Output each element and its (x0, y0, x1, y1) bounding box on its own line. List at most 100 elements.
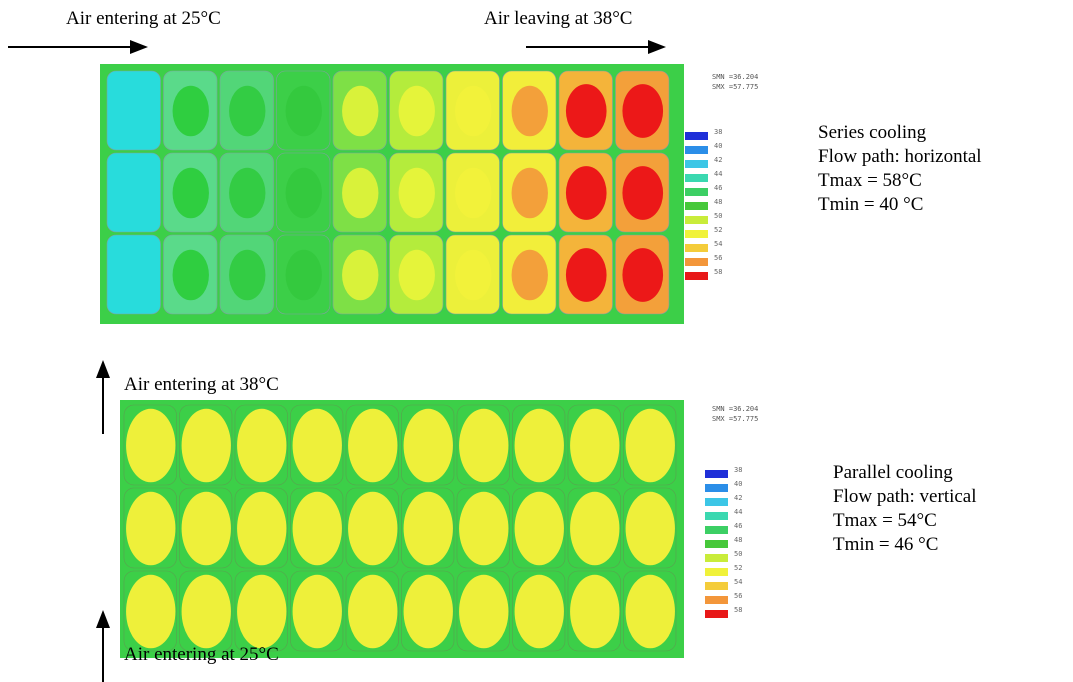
series-cell-hotspot (285, 167, 322, 219)
parallel-legend-swatch (705, 498, 728, 506)
parallel-legend-swatch (705, 540, 728, 548)
series-legend-entry: 40 (685, 142, 727, 156)
series-flow-path: Flow path: horizontal (818, 146, 982, 167)
parallel-cell-core (126, 574, 176, 649)
series-cell-hotspot (342, 85, 379, 137)
series-legend-entry: 52 (685, 226, 727, 240)
series-legend-swatch (685, 258, 708, 266)
parallel-cell-core (514, 574, 564, 649)
series-legend-swatch (685, 230, 708, 238)
series-cell-hotspot (511, 85, 548, 137)
parallel-legend-entry: 48 (705, 536, 747, 550)
series-title: Series cooling (818, 122, 927, 143)
series-cell-hotspot (622, 248, 664, 302)
series-legend-tick: 38 (714, 128, 723, 136)
parallel-tmax: Tmax = 54°C (833, 510, 937, 531)
parallel-cell-core (126, 408, 176, 483)
parallel-cell-core (181, 574, 231, 649)
series-outlet-label: Air leaving at 38°C (484, 8, 633, 29)
series-legend-tick: 42 (714, 156, 723, 164)
series-legend-entry: 58 (685, 268, 727, 282)
series-cell-hotspot (229, 249, 266, 301)
parallel-legend-tick: 50 (734, 550, 743, 558)
series-cell-hotspot (565, 84, 607, 138)
series-legend-entry: 54 (685, 240, 727, 254)
series-tmin: Tmin = 40 °C (818, 194, 924, 215)
parallel-cell-core (625, 491, 675, 566)
series-legend-tick: 40 (714, 142, 723, 150)
parallel-legend-tick: 58 (734, 606, 743, 614)
series-cell-hotspot (398, 85, 435, 137)
parallel-cell-core (570, 491, 620, 566)
parallel-cell-core (403, 408, 453, 483)
series-legend-tick: 56 (714, 254, 723, 262)
parallel-cell-core (292, 408, 342, 483)
parallel-legend-tick: 38 (734, 466, 743, 474)
parallel-legend-tick: 42 (734, 494, 743, 502)
parallel-legend-swatch (705, 610, 728, 618)
series-inlet-arrow-icon (8, 40, 148, 54)
parallel-top-arrow-icon (96, 360, 110, 434)
parallel-cell-core (514, 408, 564, 483)
parallel-legend-swatch (705, 484, 728, 492)
series-legend-tick: 54 (714, 240, 723, 248)
parallel-cell-core (237, 574, 287, 649)
series-legend-entry: 56 (685, 254, 727, 268)
parallel-legend-tick: 56 (734, 592, 743, 600)
parallel-cell-core (403, 491, 453, 566)
series-cell-hotspot (398, 167, 435, 219)
parallel-color-legend: 38 40 42 44 46 48 50 52 54 56 58 (705, 466, 747, 620)
series-min-value: SMN =36.204 (712, 73, 759, 81)
parallel-info: Parallel cooling Flow path: vertical Tma… (833, 461, 977, 557)
parallel-max-value: SMX =57.775 (712, 415, 759, 423)
parallel-tmin: Tmin = 46 °C (833, 534, 939, 555)
series-legend-swatch (685, 244, 708, 252)
parallel-bottom-inlet-label: Air entering at 25°C (124, 644, 279, 665)
parallel-top-inlet-label: Air entering at 38°C (124, 374, 279, 395)
parallel-cell-core (237, 408, 287, 483)
series-legend-swatch (685, 202, 708, 210)
parallel-legend-swatch (705, 470, 728, 478)
parallel-cell-core (292, 574, 342, 649)
series-inlet-label: Air entering at 25°C (66, 8, 221, 29)
parallel-cell-core (625, 574, 675, 649)
series-cell-hotspot (285, 249, 322, 301)
series-max-value: SMX =57.775 (712, 83, 759, 91)
parallel-legend-tick: 44 (734, 508, 743, 516)
parallel-cell-core (348, 574, 398, 649)
parallel-cell-core (181, 408, 231, 483)
series-legend-swatch (685, 146, 708, 154)
series-minmax-readout: SMN =36.204 SMX =57.775 (712, 72, 758, 92)
series-cell-hotspot (622, 84, 664, 138)
parallel-cell-core (459, 574, 509, 649)
series-cell-hotspot (455, 249, 492, 301)
parallel-cell-core (181, 491, 231, 566)
parallel-legend-swatch (705, 582, 728, 590)
parallel-cell-core (348, 408, 398, 483)
parallel-cell-core (570, 574, 620, 649)
series-cell-hotspot (565, 248, 607, 302)
series-legend-entry: 46 (685, 184, 727, 198)
parallel-legend-tick: 48 (734, 536, 743, 544)
series-cell-hotspot (342, 167, 379, 219)
parallel-legend-entry: 50 (705, 550, 747, 564)
series-legend-tick: 48 (714, 198, 723, 206)
series-cell-hotspot (511, 249, 548, 301)
series-cell-hotspot (398, 249, 435, 301)
parallel-temperature-map (120, 400, 684, 660)
series-color-legend: 38 40 42 44 46 48 50 52 54 56 58 (685, 128, 727, 282)
series-legend-swatch (685, 132, 708, 140)
series-cell-hotspot (131, 190, 138, 196)
series-cell-hotspot (172, 167, 209, 219)
parallel-cell-core (348, 491, 398, 566)
parallel-legend-entry: 58 (705, 606, 747, 620)
parallel-cell-core (126, 491, 176, 566)
parallel-title: Parallel cooling (833, 462, 953, 483)
series-legend-entry: 44 (685, 170, 727, 184)
series-cell-hotspot (131, 108, 138, 114)
parallel-minmax-readout: SMN =36.204 SMX =57.775 (712, 404, 758, 424)
series-legend-swatch (685, 160, 708, 168)
series-legend-entry: 42 (685, 156, 727, 170)
parallel-legend-tick: 54 (734, 578, 743, 586)
series-legend-entry: 38 (685, 128, 727, 142)
